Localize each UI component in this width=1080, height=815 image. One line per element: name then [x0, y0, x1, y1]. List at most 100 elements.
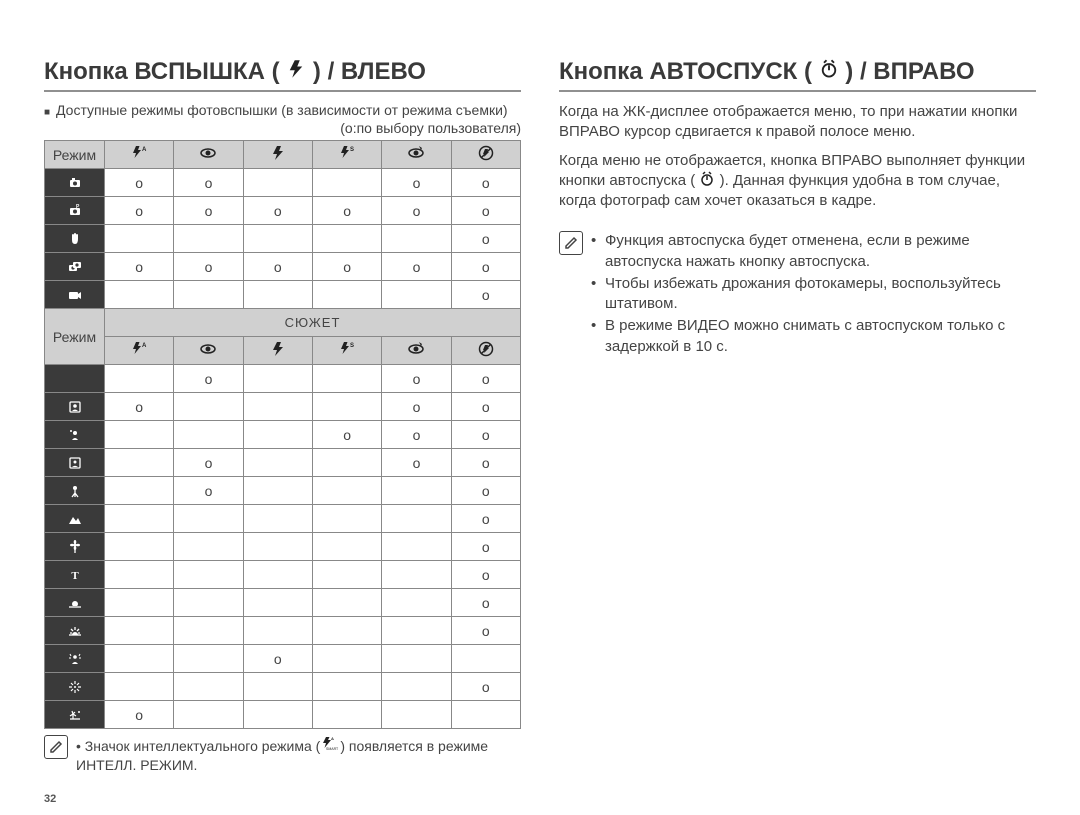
table-cell [312, 393, 381, 421]
table-cell [174, 533, 243, 561]
table-cell [174, 645, 243, 673]
table-cell: o [243, 253, 312, 281]
mode-macro-flower-icon [45, 533, 105, 561]
table-cell: o [382, 421, 451, 449]
table-cell [451, 645, 520, 673]
table-cell [105, 365, 174, 393]
table-row: o [45, 561, 521, 589]
table-cell [382, 673, 451, 701]
table-cell [174, 589, 243, 617]
table-cell: o [451, 225, 520, 253]
table-cell: o [174, 197, 243, 225]
table-cell [243, 225, 312, 253]
intro-text: Доступные режимы фотовспышки (в зависимо… [56, 102, 508, 118]
table-cell [174, 561, 243, 589]
mode-camera-icon [45, 169, 105, 197]
table-cell [312, 225, 381, 253]
table-cell [105, 449, 174, 477]
table-row: o [45, 701, 521, 729]
table-header-row-2 [45, 337, 521, 365]
scene-header: СЮЖЕТ [105, 309, 521, 337]
tips-block: Функция автоспуска будет отменена, если … [559, 231, 1036, 359]
table-cell: o [105, 393, 174, 421]
table-cell [105, 645, 174, 673]
table-cell: o [312, 197, 381, 225]
table-cell: o [382, 393, 451, 421]
table-cell [243, 533, 312, 561]
right-heading: Кнопка АВТОСПУСК ( ) / ВПРАВО [559, 58, 1036, 92]
table-cell: o [451, 169, 520, 197]
table-cell: o [174, 365, 243, 393]
mode-fireworks-icon [45, 673, 105, 701]
table-cell [382, 281, 451, 309]
table-cell [243, 365, 312, 393]
col-flash-icon [243, 337, 312, 365]
table-cell: o [451, 393, 520, 421]
table-cell [382, 701, 451, 729]
table-cell [312, 673, 381, 701]
right-heading-suffix: ) / ВПРАВО [839, 58, 975, 85]
right-heading-prefix: Кнопка АВТОСПУСК ( [559, 58, 819, 85]
pencil-note-icon [559, 231, 583, 255]
right-paragraphs: Когда на ЖК-дисплее отображается меню, т… [559, 102, 1036, 211]
table-cell [382, 589, 451, 617]
footnote-text: • Значок интеллектуального режима () поя… [76, 735, 521, 775]
left-heading-suffix: ) / ВЛЕВО [306, 58, 426, 85]
table-cell [174, 505, 243, 533]
table-cell [243, 701, 312, 729]
table-cell: o [382, 169, 451, 197]
table-cell [174, 701, 243, 729]
table-cell [105, 477, 174, 505]
table-cell [382, 561, 451, 589]
col-redeye-icon [174, 141, 243, 169]
table-cell [382, 225, 451, 253]
mode-dual-camera-icon [45, 253, 105, 281]
table-cell [243, 477, 312, 505]
table-cell: o [174, 449, 243, 477]
table-cell [174, 617, 243, 645]
mode-tripod-icon [45, 477, 105, 505]
table-row: o [45, 645, 521, 673]
table-cell [174, 281, 243, 309]
mode-children-icon [45, 421, 105, 449]
table-cell: o [382, 365, 451, 393]
table-cell [243, 449, 312, 477]
table-cell: o [105, 253, 174, 281]
table-row: oo [45, 477, 521, 505]
table-cell [312, 617, 381, 645]
table-cell: o [312, 253, 381, 281]
table-cell [312, 505, 381, 533]
table-cell [382, 645, 451, 673]
table-cell [105, 225, 174, 253]
table-row: o [45, 673, 521, 701]
table-cell [174, 225, 243, 253]
table-row: oooo [45, 169, 521, 197]
mode-night-icon [45, 365, 105, 393]
mode-text-icon [45, 561, 105, 589]
table-row: o [45, 533, 521, 561]
table-cell: o [451, 477, 520, 505]
table-cell [382, 533, 451, 561]
table-cell [174, 673, 243, 701]
table-cell [312, 477, 381, 505]
mode-landscape-portrait-icon [45, 449, 105, 477]
table-cell: o [451, 197, 520, 225]
table-cell: o [451, 421, 520, 449]
flash-icon [286, 59, 306, 79]
table-cell [105, 505, 174, 533]
mode-video-icon [45, 281, 105, 309]
table-row: o [45, 225, 521, 253]
table-cell [105, 281, 174, 309]
table-cell [451, 701, 520, 729]
mode-backlight-icon [45, 645, 105, 673]
table-cell: o [312, 421, 381, 449]
table-cell: o [174, 169, 243, 197]
table-cell [243, 281, 312, 309]
table-cell [243, 421, 312, 449]
table-cell [105, 617, 174, 645]
table-row: oooooo [45, 253, 521, 281]
col-flash-auto-icon [105, 337, 174, 365]
col-flash-slow-icon [312, 141, 381, 169]
timer-inline-icon [699, 171, 715, 187]
mode-mountain-icon [45, 505, 105, 533]
